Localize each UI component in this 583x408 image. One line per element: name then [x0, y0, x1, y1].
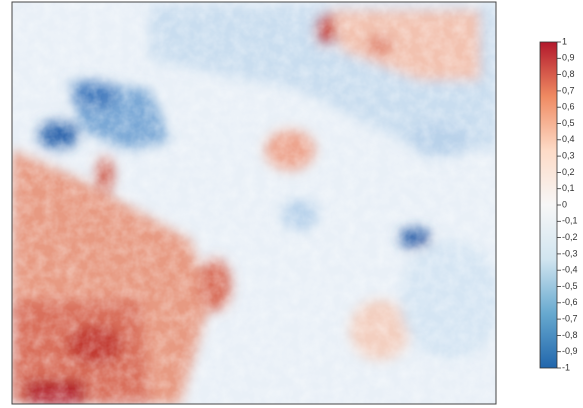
page: {"chart_data": {"type": "heatmap", "colo… [0, 0, 583, 408]
colorbar-tick-label: 0,3 [562, 150, 575, 160]
colorbar-tick-label: 0,4 [562, 134, 575, 144]
colorbar-tick-label: -0,6 [562, 297, 578, 307]
colorbar-tick-label: -0,9 [562, 346, 578, 356]
colorbar-tick-label: -0,5 [562, 281, 578, 291]
colorbar-tick-label: -0,2 [562, 232, 578, 242]
colorbar-tick-label: 0 [562, 199, 567, 209]
colorbar-tick-label: 0,2 [562, 167, 575, 177]
colorbar-tick-label: 0,6 [562, 102, 575, 112]
colorbar-tick-label: 0,8 [562, 69, 575, 79]
chart: 1 0,9 0,8 0,7 0,6 0,5 0,4 0,3 0,2 0,1 0 -0,1 -0,2 -0,… [0, 0, 583, 408]
colorbar [540, 42, 557, 368]
colorbar-tick-label: -0,7 [562, 313, 578, 323]
colorbar-tick-label: -0,3 [562, 248, 578, 258]
colorbar-tick-label: -0,8 [562, 330, 578, 340]
map-raster [12, 2, 500, 404]
colorbar-tick-label: 0,1 [562, 183, 575, 193]
colorbar-tick-label: 0,7 [562, 85, 575, 95]
colorbar-tick-label: -0,4 [562, 265, 578, 275]
colorbar-tick-label: -0,1 [562, 216, 578, 226]
colorbar-tick-label: 0,9 [562, 53, 575, 63]
colorbar-tick-label: 1 [562, 36, 567, 46]
colorbar-tick-label: -1 [562, 362, 570, 372]
colorbar-tick-label: 0,5 [562, 118, 575, 128]
